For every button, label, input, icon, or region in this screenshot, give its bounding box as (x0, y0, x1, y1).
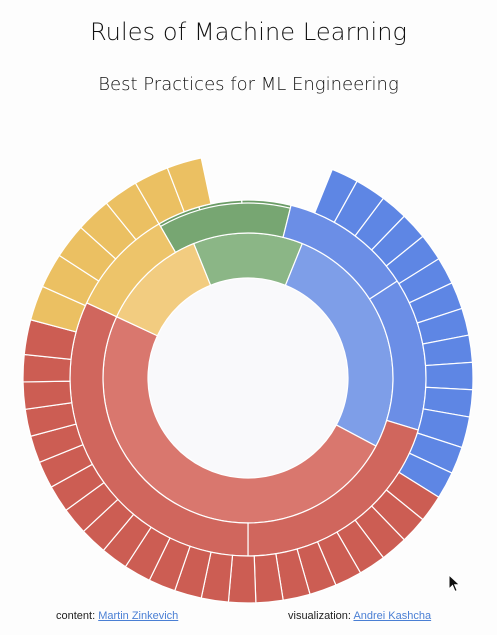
chart-title: Rules of Machine Learning (89, 18, 408, 46)
sunburst-arc-blue-level3-9[interactable] (424, 361, 474, 391)
sunburst-arc-red-level3-8[interactable] (227, 554, 257, 604)
content-label: content: (56, 610, 96, 622)
chart-subtitle: Best Practices for ML Engineering (98, 74, 399, 95)
sunburst-arc-green-level1[interactable] (192, 232, 304, 287)
visualization-credit: visualization: Andrei Kashcha (288, 610, 431, 622)
visualization-label: visualization: (288, 610, 351, 622)
content-credit: content: Martin Zinkevich (56, 610, 178, 622)
sunburst-center (148, 278, 348, 478)
mouse-cursor-icon (448, 574, 461, 593)
visualization-author-link[interactable]: Andrei Kashcha (353, 610, 432, 622)
content-author-link[interactable]: Martin Zinkevich (98, 610, 179, 622)
sunburst-arc-yellow-level3-6[interactable] (166, 157, 212, 213)
